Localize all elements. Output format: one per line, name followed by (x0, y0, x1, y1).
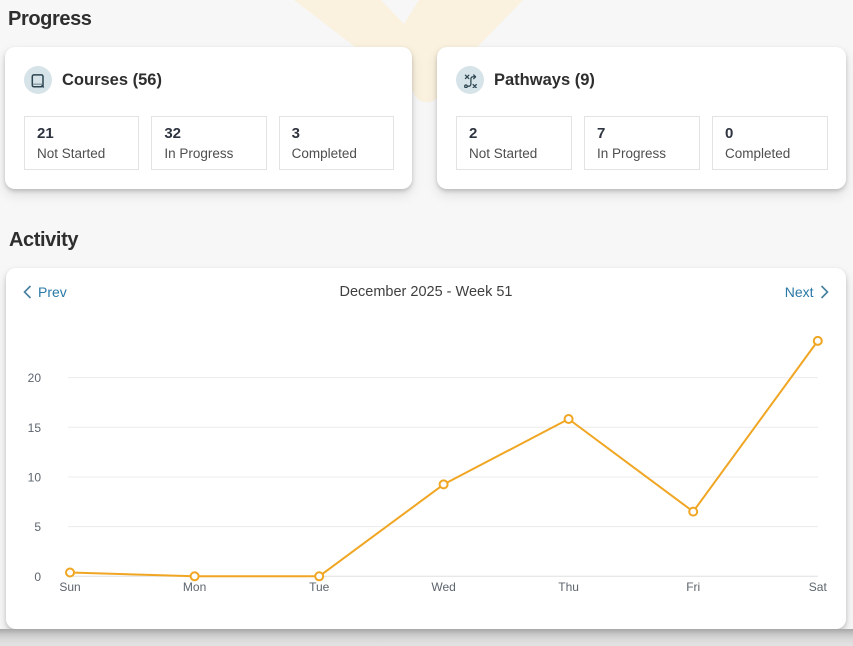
svg-text:Wed: Wed (431, 580, 455, 594)
svg-text:Tue: Tue (309, 580, 330, 594)
svg-text:Fri: Fri (686, 580, 700, 594)
svg-text:5: 5 (34, 520, 41, 534)
svg-text:0: 0 (34, 570, 41, 584)
svg-text:Sat: Sat (809, 580, 828, 594)
svg-text:20: 20 (28, 371, 42, 385)
svg-text:10: 10 (28, 471, 42, 485)
svg-text:15: 15 (28, 421, 42, 435)
svg-text:Sun: Sun (59, 580, 80, 594)
svg-text:Mon: Mon (183, 580, 206, 594)
svg-text:Thu: Thu (558, 580, 579, 594)
